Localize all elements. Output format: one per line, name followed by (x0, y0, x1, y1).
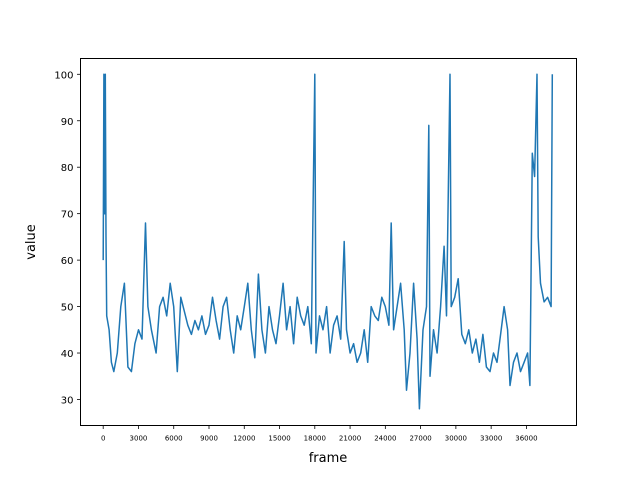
y-tick-label: 30 (61, 395, 74, 406)
x-tick-label: 0 (101, 435, 105, 443)
x-tick-label: 30000 (445, 435, 467, 443)
x-tick-label: 27000 (409, 435, 431, 443)
y-tick-label: 40 (61, 349, 74, 360)
x-tick-label: 6000 (165, 435, 183, 443)
x-tick-label: 18000 (304, 435, 326, 443)
x-tick-label: 21000 (339, 435, 361, 443)
x-axis-label: frame (309, 451, 348, 466)
x-tick-label: 15000 (268, 435, 290, 443)
x-tick-label: 33000 (480, 435, 502, 443)
y-tick-label: 70 (61, 210, 74, 221)
x-tick-label: 24000 (374, 435, 396, 443)
x-tick-label: 3000 (130, 435, 148, 443)
y-tick-label: 100 (54, 70, 73, 81)
y-tick-label: 80 (61, 163, 74, 174)
y-axis-label: value (24, 224, 39, 260)
plot-area-frame (80, 58, 577, 426)
x-tick-label: 9000 (200, 435, 218, 443)
y-tick-label: 90 (61, 117, 74, 128)
y-tick-label: 50 (61, 303, 74, 314)
x-tick-label: 12000 (233, 435, 255, 443)
series-line-value (102, 73, 554, 410)
y-tick-label: 60 (61, 256, 74, 267)
x-tick-label: 36000 (515, 435, 537, 443)
